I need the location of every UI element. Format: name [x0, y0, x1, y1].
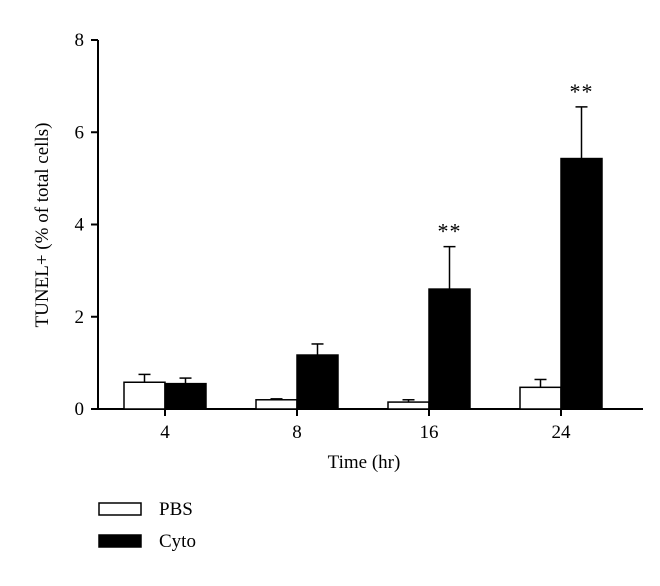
cyto-bar: [164, 382, 207, 410]
pbs-legend-swatch: [98, 502, 142, 516]
y-axis-label: TUNEL+ (% of total cells): [32, 123, 53, 328]
y-tick-label: 6: [75, 122, 85, 143]
pbs-bar: [255, 399, 298, 410]
cyto-bar: [428, 288, 471, 410]
pbs-bar: [387, 401, 430, 410]
significance-marker: **: [570, 79, 594, 104]
x-tick-label: 24: [552, 422, 572, 443]
x-axis-label: Time (hr): [328, 452, 401, 473]
y-tick-label: 0: [75, 399, 85, 420]
y-tick-label: 8: [75, 30, 85, 51]
x-tick-label: 4: [160, 422, 170, 443]
y-tick-label: 2: [75, 307, 85, 328]
cyto-legend-swatch: [98, 534, 142, 548]
x-tick-label: 8: [292, 422, 302, 443]
pbs-bar: [519, 386, 562, 410]
cyto-legend-label: Cyto: [159, 531, 196, 552]
cyto-bar: [560, 157, 603, 410]
significance-marker: **: [438, 219, 462, 244]
cyto-bar: [296, 354, 339, 410]
legend: PBS Cyto: [98, 499, 196, 552]
x-tick-label: 16: [420, 422, 439, 443]
pbs-legend-label: PBS: [159, 499, 193, 520]
y-tick-label: 4: [75, 215, 85, 236]
pbs-bar: [123, 381, 166, 410]
